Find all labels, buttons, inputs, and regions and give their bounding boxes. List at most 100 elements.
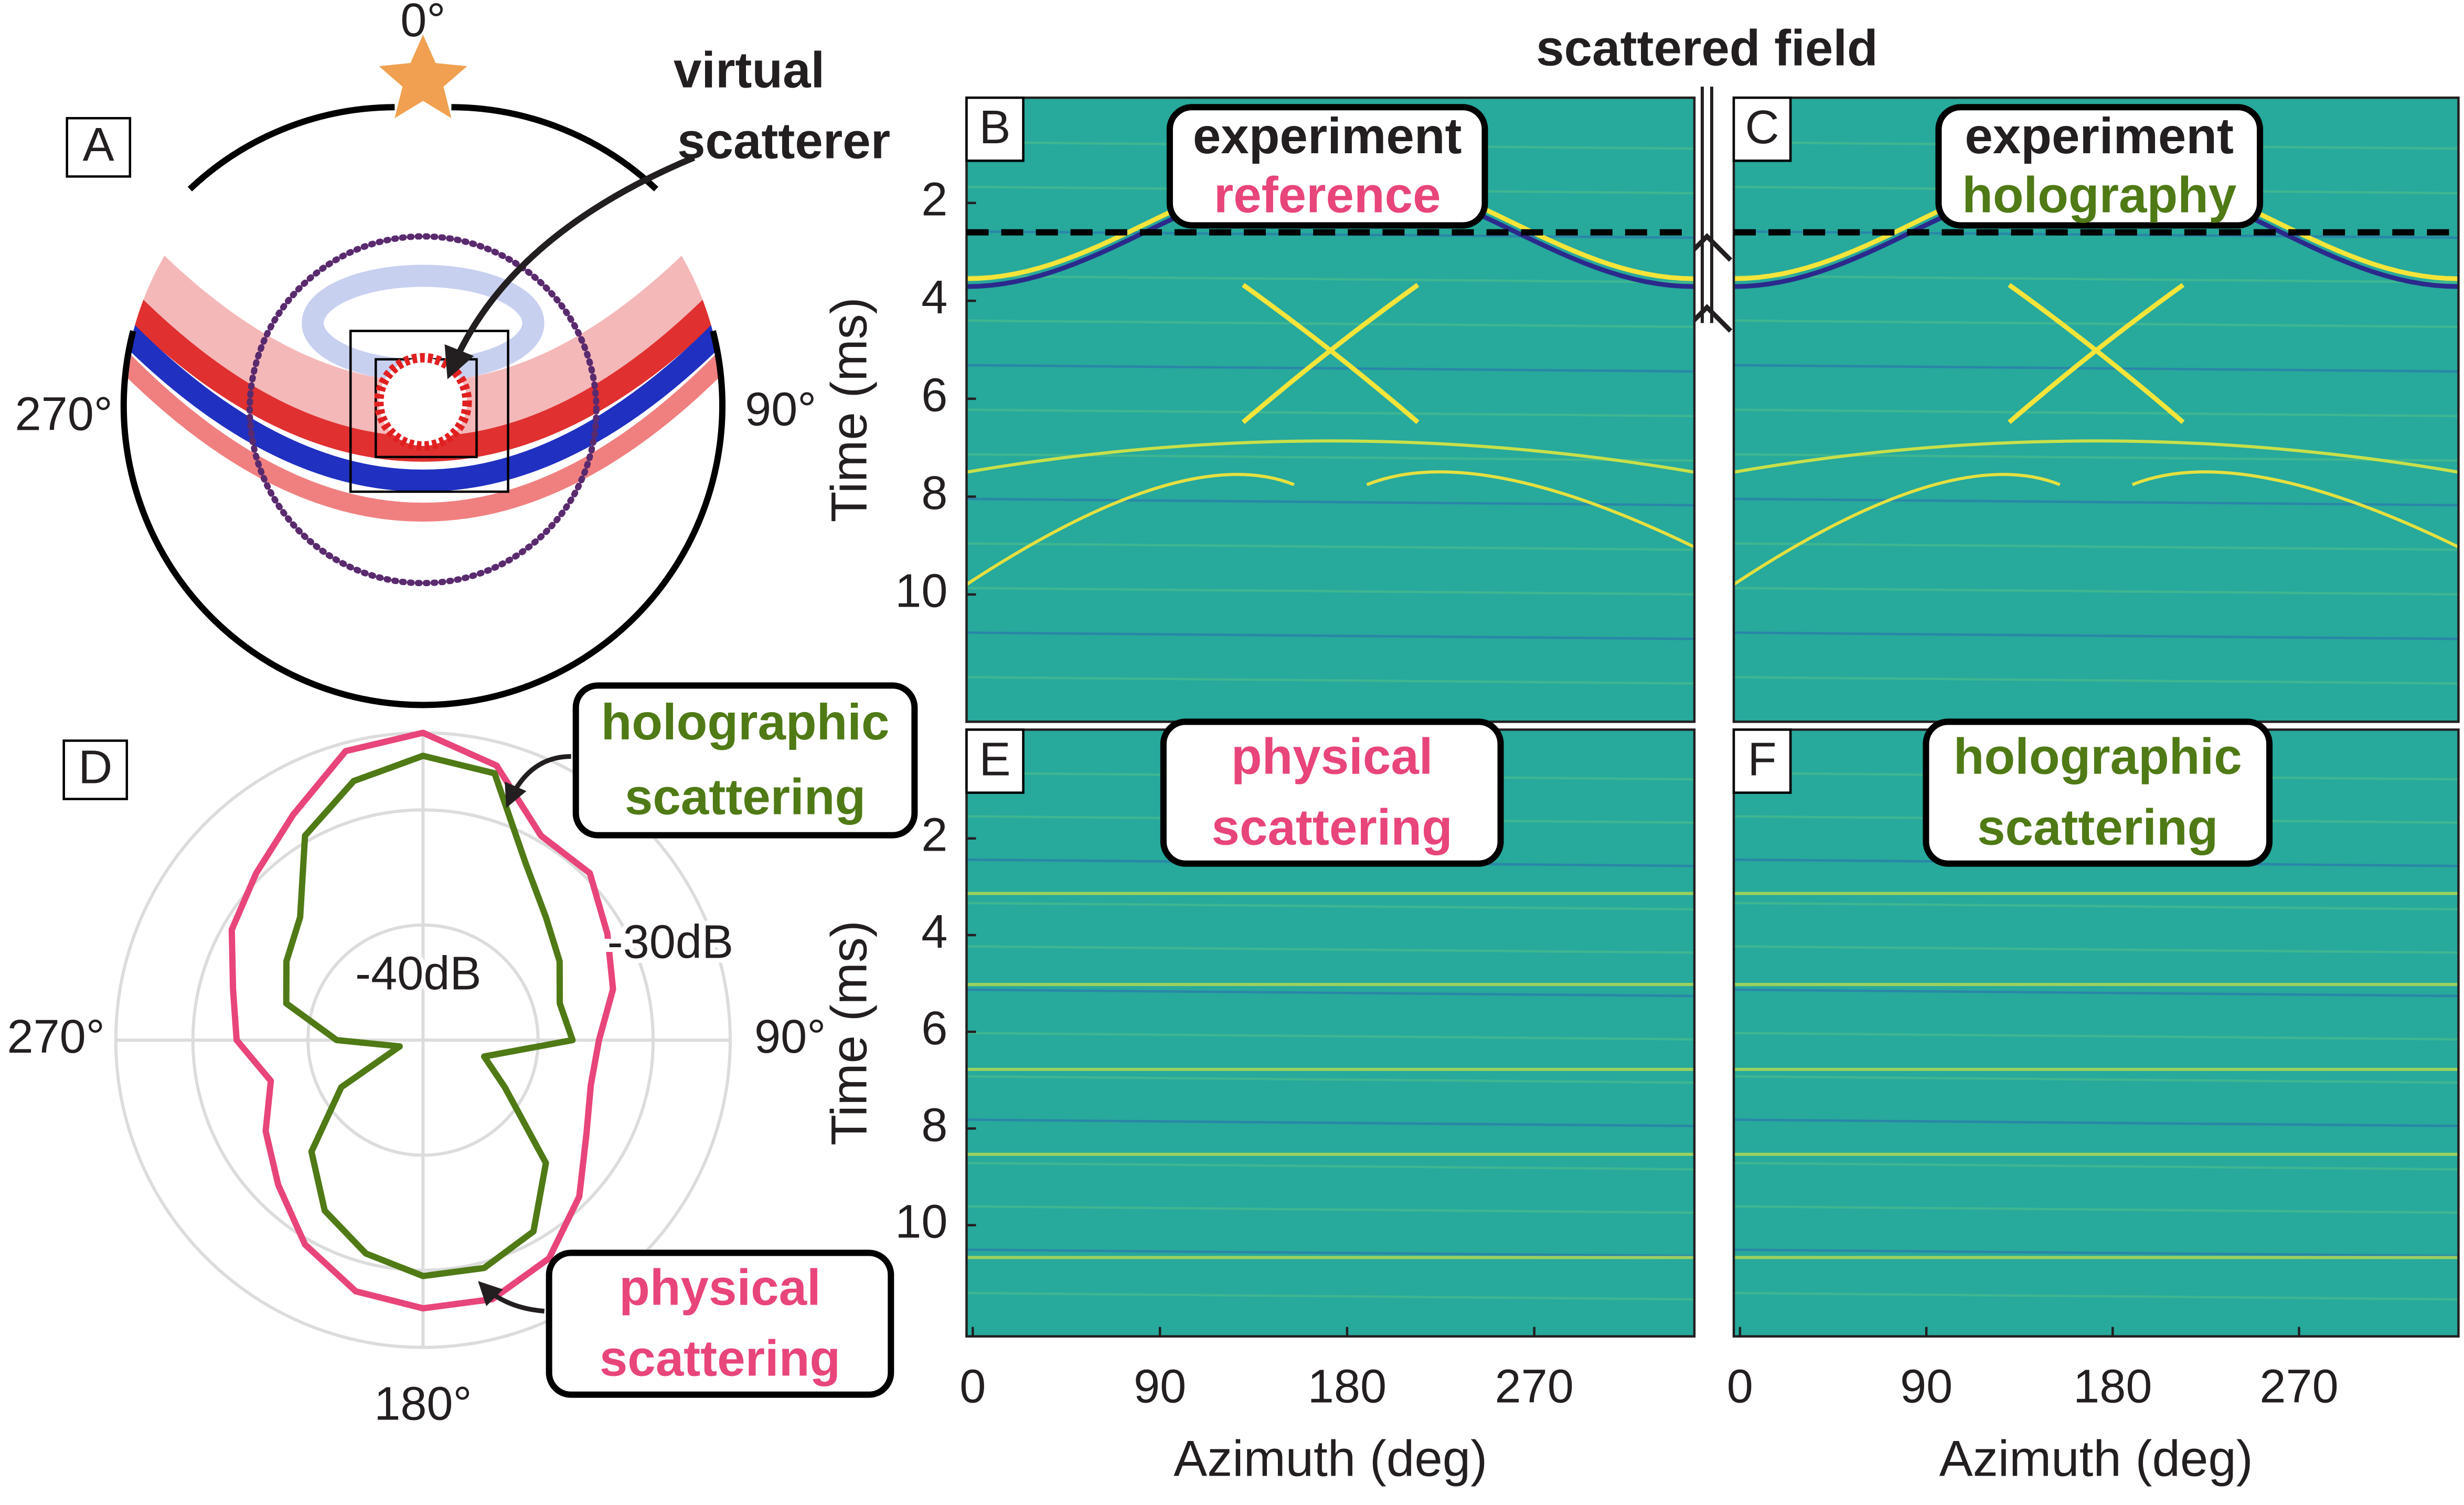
heatmap-texture [1366, 470, 1695, 549]
label-text: scattering [1977, 800, 2218, 856]
y-tick-label: 8 [921, 1098, 947, 1151]
polar-line [228, 729, 616, 1312]
heatmap-texture [2131, 470, 2459, 549]
callout-box [546, 1249, 894, 1398]
y-tick-label: 2 [921, 809, 947, 862]
panel-letter-box [62, 739, 129, 800]
label-box [1935, 104, 2264, 229]
theta-tick-label: 90° [754, 1010, 826, 1063]
heatmap-texture [1733, 497, 2459, 506]
callout-arrow [478, 1281, 545, 1314]
heatmap-texture [966, 1075, 1694, 1084]
heatmap-texture [966, 1291, 1694, 1301]
y-tick-label: 10 [895, 565, 947, 618]
label-text: experiment [1965, 108, 2234, 164]
y-tick-label: 6 [921, 1002, 947, 1055]
panel-a: A 0° 90° 270° virtual scatterer [15, 0, 890, 708]
heatmap-texture [966, 1162, 1694, 1171]
panel-letter: B [979, 101, 1010, 154]
heatmap-texture [1733, 542, 2459, 551]
heatmap-texture [1733, 319, 2459, 328]
x-axis-label: Azimuth (deg) [1174, 1430, 1487, 1487]
heatmap-texture [1733, 676, 2459, 685]
theta-tick-label: 180° [374, 1377, 472, 1430]
callout-text: physical [619, 1259, 821, 1316]
callout-text: scattering [625, 769, 866, 825]
x-tick-label: 0 [1727, 1360, 1753, 1413]
y-tick-label: 4 [921, 271, 947, 324]
heatmap-texture [966, 1118, 1694, 1127]
heatmap-texture [1733, 408, 2459, 418]
x-tick-label: 90 [1900, 1360, 1953, 1413]
panel-letter-box [965, 728, 1025, 794]
label-box [1160, 718, 1504, 867]
x-axis-label: Azimuth (deg) [1939, 1430, 2253, 1487]
x-tick-label: 180 [2073, 1360, 2152, 1413]
x-tick-label: 0 [959, 1360, 986, 1413]
heatmap-texture [966, 1032, 1694, 1041]
heatmap-texture [1733, 631, 2459, 640]
x-tick-label: 90 [1134, 1360, 1186, 1413]
heatmap-texture [1733, 364, 2459, 373]
heatmap-texture [966, 676, 1694, 685]
heatmap-texture [1242, 283, 1420, 425]
heatmap-texture [966, 439, 1695, 474]
heatmap-texture [966, 542, 1694, 551]
x-tick-label: 180 [1308, 1360, 1386, 1413]
label-box [1166, 104, 1488, 229]
grid-ring [306, 923, 540, 1157]
panel-letter: F [1748, 733, 1777, 786]
label-text: reference [1214, 167, 1441, 224]
heatmap-texture [966, 364, 1694, 373]
heatmap-texture [1733, 473, 2061, 586]
heatmap-texture [966, 408, 1694, 418]
heatmap-texture [966, 1248, 1694, 1257]
panel-letter-box [1732, 728, 1792, 794]
label-box [1923, 718, 2273, 867]
label-text: physical [1231, 728, 1433, 785]
label-text: experiment [1193, 108, 1462, 164]
heatmap-texture [1733, 1032, 2459, 1041]
x-tick-label: 270 [1495, 1360, 1574, 1413]
angle-label: 270° [15, 388, 113, 441]
theta-tick-label: 270° [7, 1010, 104, 1063]
heatmap-texture [966, 319, 1694, 328]
panel-letter: C [1745, 101, 1779, 154]
panel-letter: D [78, 740, 112, 793]
y-tick-label: 4 [921, 905, 947, 958]
label-text: holography [1962, 167, 2236, 224]
y-axis-label: Time (ms) [822, 920, 878, 1146]
polar-line [283, 752, 576, 1279]
y-axis-label: Time (ms) [822, 297, 878, 522]
y-tick-label: 6 [921, 369, 947, 422]
callout-box [572, 682, 918, 839]
panel-letter: E [979, 733, 1010, 786]
label-text: scattering [1212, 800, 1453, 856]
heatmap-texture [966, 902, 1694, 911]
callout-text: holographic [601, 694, 890, 750]
heatmap-texture [2008, 283, 2185, 425]
annotation: scattered field [1536, 20, 1878, 76]
heatmap-texture [966, 1205, 1694, 1214]
scattered-field-pointer: scattered field [1536, 20, 1878, 333]
heatmap-texture [966, 631, 1694, 640]
y-tick-label: 8 [921, 467, 947, 520]
r-tick-label: -40dB [355, 947, 481, 1000]
heatmap-texture [1733, 988, 2459, 998]
x-tick-label: 270 [2259, 1360, 2338, 1413]
heatmap-texture [1733, 1291, 2459, 1301]
heatmap-texture [966, 274, 1694, 284]
panel-letter-box [1732, 96, 1792, 162]
heatmap-texture [966, 587, 1694, 596]
heatmap-texture [965, 473, 1295, 586]
heatmap-texture [1733, 439, 2459, 474]
panel-letter-box [965, 96, 1025, 162]
heatmap-texture [1733, 1248, 2459, 1257]
heatmap-texture [1733, 1118, 2459, 1127]
heatmap-texture [966, 945, 1694, 954]
label-text: holographic [1954, 728, 2242, 785]
heatmap-texture [1733, 945, 2459, 954]
r-tick-label: -30dB [607, 916, 733, 969]
